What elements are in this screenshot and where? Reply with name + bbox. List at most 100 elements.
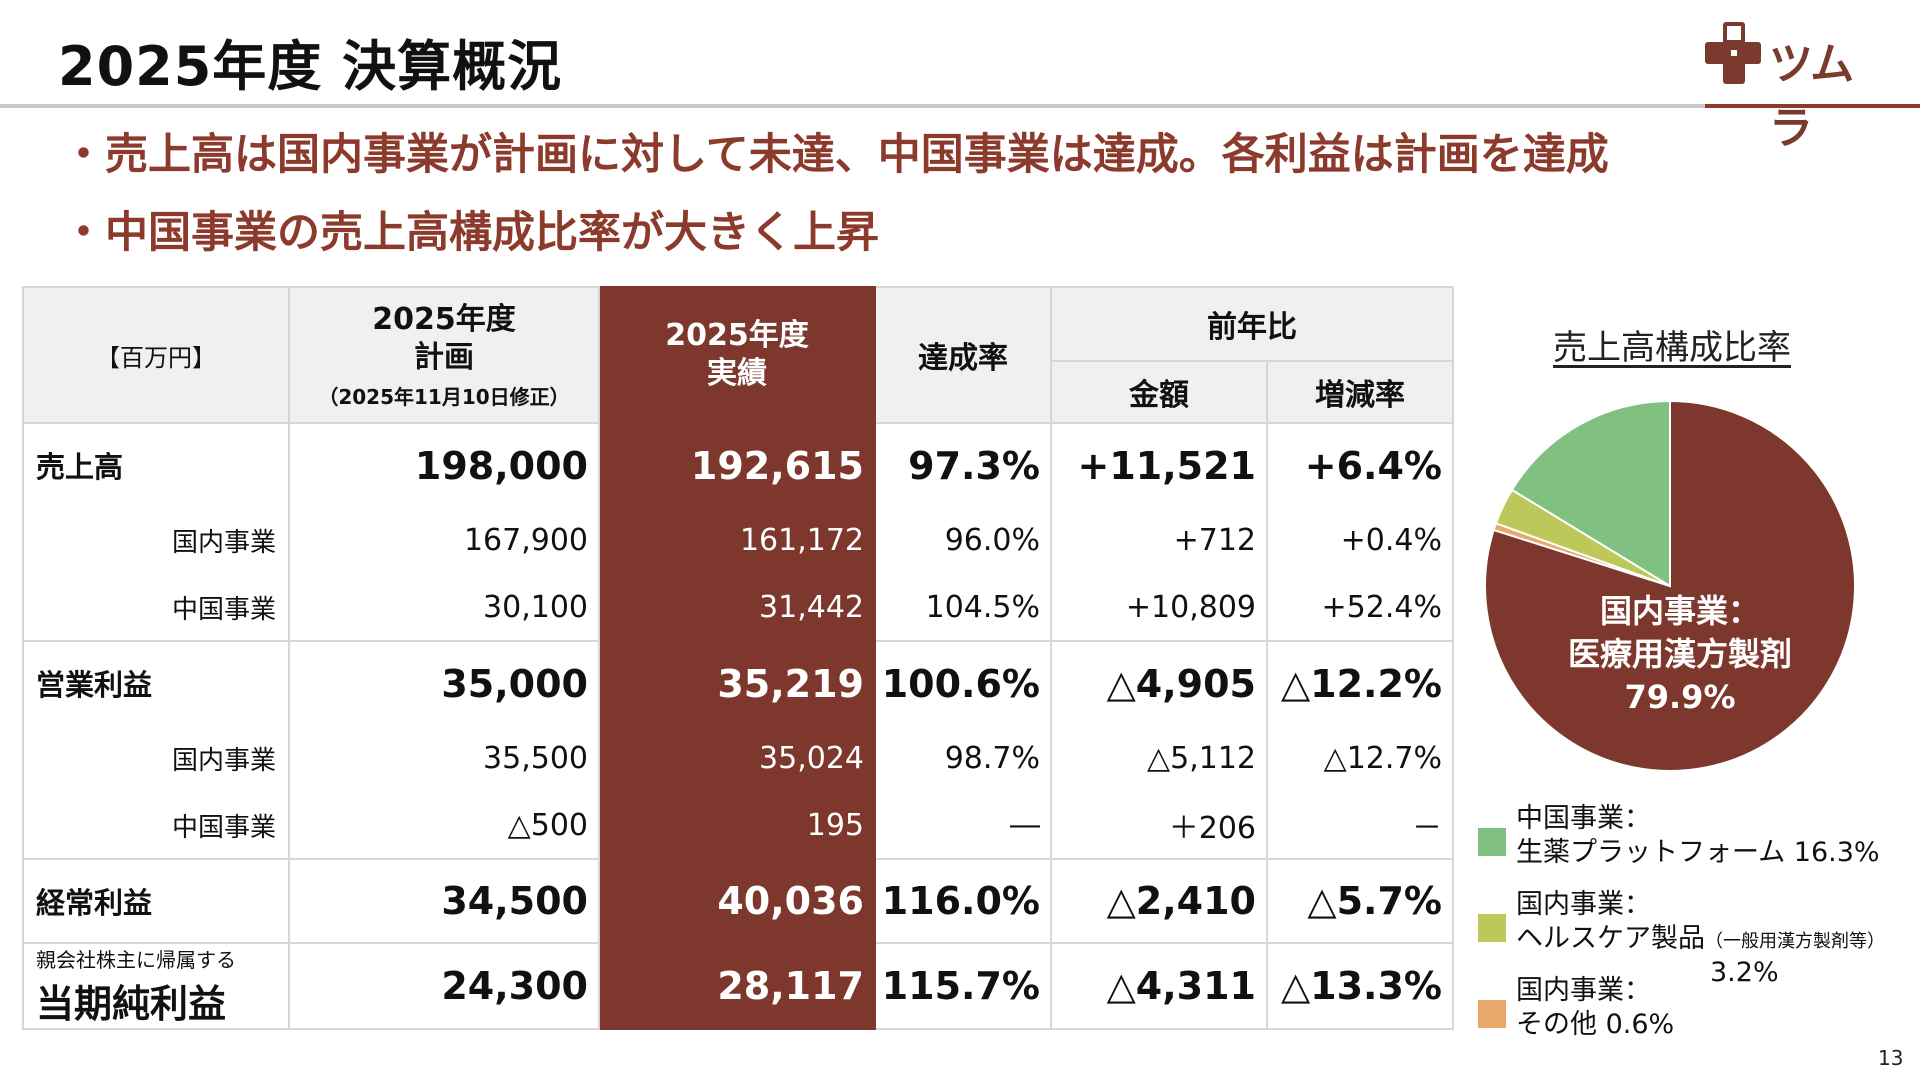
cell-rate: 116.0%	[874, 858, 1052, 944]
cell-amount: +712	[1050, 507, 1268, 574]
table-row-sales-china: 中国事業 30,100 31,442 104.5% +10,809 +52.4%	[22, 573, 1454, 642]
cell-plan: 167,900	[288, 507, 600, 574]
table-row-op-domestic: 国内事業 35,500 35,024 98.7% △5,112 △12.7%	[22, 725, 1454, 792]
cell-actual: 195	[598, 791, 876, 860]
cell-plan: 30,100	[288, 574, 600, 642]
cell-plan: 35,500	[288, 725, 600, 792]
cell-plan: 24,300	[288, 942, 600, 1030]
page-title: 2025年度 決算概況	[58, 35, 563, 98]
cell-change: △13.3%	[1266, 942, 1454, 1030]
plan-header-line2: 計画	[414, 339, 474, 375]
cell-actual: 35,219	[598, 641, 876, 725]
row-label: 国内事業	[22, 507, 290, 574]
legend-swatch-green	[1478, 828, 1506, 856]
sales-composition-pie-chart	[1484, 399, 1856, 772]
row-label: 中国事業	[22, 792, 290, 860]
legend-swatch-orange	[1478, 1000, 1506, 1028]
table-row-sales-domestic: 国内事業 167,900 161,172 96.0% +712 +0.4%	[22, 507, 1454, 574]
cell-plan: 35,000	[288, 640, 600, 725]
legend-text-note: （一般用漢方製剤等）	[1705, 931, 1885, 952]
summary-bullet-2: ・中国事業の売上高構成比率が大きく上昇	[62, 208, 879, 258]
cell-rate: 96.0%	[874, 507, 1052, 574]
cell-change: △12.2%	[1266, 640, 1454, 725]
row-label: 売上高	[22, 423, 290, 507]
page-number: 13	[1878, 1046, 1904, 1070]
plan-header: 2025年度 計画 （2025年11月10日修正）	[288, 286, 600, 424]
cell-actual: 31,442	[598, 573, 876, 642]
cell-amount: +11,521	[1050, 423, 1268, 507]
cell-rate: 98.7%	[874, 725, 1052, 792]
amount-header: 金額	[1050, 360, 1268, 424]
row-label: 親会社株主に帰属する 当期純利益	[22, 942, 290, 1030]
cell-plan: △500	[288, 792, 600, 860]
cell-amount: +10,809	[1050, 574, 1268, 642]
tsumura-logo: ツムラ	[1705, 22, 1865, 154]
table-row-ordinary-profit: 経常利益 34,500 40,036 116.0% △2,410 △5.7%	[22, 858, 1454, 944]
cell-rate: 97.3%	[874, 423, 1052, 507]
pie-inner-label-line2: 医療用漢方製剤	[1567, 635, 1792, 673]
logo-cross-icon	[1705, 22, 1761, 84]
cell-amount: △4,311	[1050, 942, 1268, 1030]
actual-header: 2025年度 実績	[598, 286, 876, 424]
plan-header-note: （2025年11月10日修正）	[318, 384, 570, 409]
table-header-row: 【百万円】 2025年度 計画 （2025年11月10日修正） 2025年度 実…	[22, 286, 1454, 424]
cell-plan: 198,000	[288, 423, 600, 507]
cell-rate: 104.5%	[874, 574, 1052, 642]
plan-header-line1: 2025年度	[372, 301, 516, 337]
cell-change: +52.4%	[1266, 574, 1454, 642]
pie-slice-0	[1484, 399, 1856, 772]
table-row-op-china: 中国事業 △500 195 ― ＋206 －	[22, 791, 1454, 860]
cell-actual: 192,615	[598, 423, 876, 507]
chart-title: 売上高構成比率	[1553, 328, 1791, 368]
header-divider	[0, 104, 1780, 108]
cell-rate: 100.6%	[874, 640, 1052, 725]
actual-header-line1: 2025年度	[665, 318, 809, 353]
cell-amount: △5,112	[1050, 725, 1268, 792]
row-label: 国内事業	[22, 725, 290, 792]
table-row-net-income: 親会社株主に帰属する 当期純利益 24,300 28,117 115.7% △4…	[22, 942, 1454, 1030]
pie-inner-label-line3: 79.9%	[1624, 678, 1736, 716]
row-label: 経常利益	[22, 858, 290, 944]
legend-text: 国内事業：	[1516, 889, 1651, 920]
legend-text: 国内事業：	[1516, 975, 1651, 1006]
cell-actual: 28,117	[598, 942, 876, 1030]
header-divider-accent	[1705, 104, 1920, 108]
rate-header: 達成率	[874, 286, 1052, 424]
cell-amount: △4,905	[1050, 640, 1268, 725]
cell-change: △12.7%	[1266, 725, 1454, 792]
cell-actual: 40,036	[598, 858, 876, 944]
row-label: 営業利益	[22, 640, 290, 725]
pie-inner-label-line1: 国内事業：	[1599, 592, 1760, 630]
cell-actual: 161,172	[598, 507, 876, 574]
logo-text: ツムラ	[1769, 39, 1854, 154]
legend-text: 3.2%	[1710, 957, 1779, 988]
cell-change: +6.4%	[1266, 423, 1454, 507]
table-row-sales: 売上高 198,000 192,615 97.3% +11,521 +6.4%	[22, 423, 1454, 507]
row-label: 中国事業	[22, 574, 290, 642]
legend-text-main: ヘルスケア製品	[1516, 923, 1705, 954]
cell-change: －	[1266, 792, 1454, 860]
unit-label: 【百万円】	[22, 286, 290, 424]
row-label-main: 当期純利益	[36, 982, 227, 1026]
financial-summary-table: 【百万円】 2025年度 計画 （2025年11月10日修正） 2025年度 実…	[22, 286, 1454, 1030]
cell-rate: 115.7%	[874, 942, 1052, 1030]
summary-bullet-1: ・売上高は国内事業が計画に対して未達、中国事業は達成。各利益は計画を達成	[62, 130, 1609, 180]
legend-text: その他 0.6%	[1516, 1009, 1675, 1040]
cell-plan: 34,500	[288, 858, 600, 944]
cell-amount: ＋206	[1050, 792, 1268, 860]
legend-text: 生薬プラットフォーム 16.3%	[1516, 837, 1880, 868]
table-row-operating-profit: 営業利益 35,000 35,219 100.6% △4,905 △12.2%	[22, 640, 1454, 725]
cell-rate: ―	[874, 792, 1052, 860]
yoy-header: 前年比	[1050, 286, 1454, 362]
cell-amount: △2,410	[1050, 858, 1268, 944]
cell-actual: 35,024	[598, 725, 876, 792]
table-subheader-row: 金額 増減率	[23, 360, 1454, 424]
legend-text: 中国事業：	[1516, 803, 1651, 834]
actual-header-line2: 実績	[707, 356, 767, 391]
pie-inner-label: 国内事業： 医療用漢方製剤 79.9%	[1535, 590, 1825, 719]
change-header: 増減率	[1266, 360, 1454, 424]
cell-change: +0.4%	[1266, 507, 1454, 574]
cell-change: △5.7%	[1266, 858, 1454, 944]
row-label-note: 親会社株主に帰属する	[36, 948, 236, 972]
legend-swatch-olive	[1478, 914, 1506, 942]
